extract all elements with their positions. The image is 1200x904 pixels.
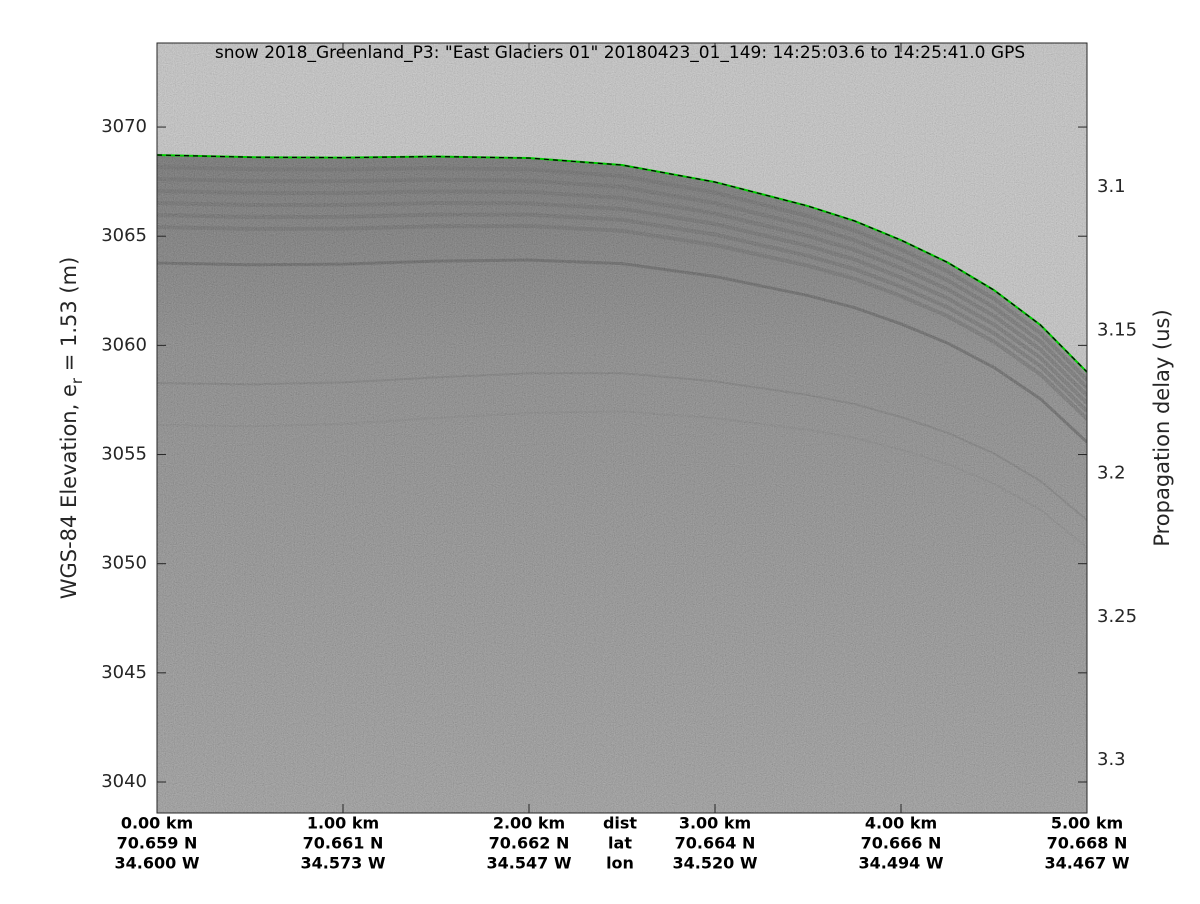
y-tick-label: 3055 (101, 444, 147, 465)
echogram (157, 43, 1087, 813)
lon-label: 34.494 W (859, 854, 944, 873)
y2-axis-label: Propagation delay (us) (1150, 309, 1174, 546)
x-tick-label: 0.00 km (121, 814, 193, 833)
x-tick-label: 2.00 km (493, 814, 565, 833)
x-tick-label: 3.00 km (679, 814, 751, 833)
lat-label: 70.659 N (117, 834, 198, 853)
y-tick-label: 3065 (101, 225, 147, 246)
y2-tick-label: 3.2 (1097, 463, 1126, 484)
lon-label: 34.467 W (1045, 854, 1130, 873)
y-axis-label: WGS-84 Elevation, er = 1.53 (m) (57, 257, 86, 600)
y-tick-label: 3050 (101, 553, 147, 574)
y-tick-label: 3045 (101, 662, 147, 683)
y-tick-label: 3070 (101, 116, 147, 137)
y-label-sub: r (68, 377, 86, 384)
y-tick-label: 3040 (101, 771, 147, 792)
row-label: lon (606, 854, 634, 873)
lat-label: 70.664 N (675, 834, 756, 853)
y-tick-label: 3060 (101, 334, 147, 355)
lat-label: 70.662 N (489, 834, 570, 853)
echogram-noise (157, 43, 1087, 813)
y-label-text: WGS-84 Elevation, e (57, 384, 81, 599)
x-tick-label: 4.00 km (865, 814, 937, 833)
lon-label: 34.573 W (301, 854, 386, 873)
y-label-text: = 1.53 (m) (57, 257, 81, 378)
surface-line-dash (157, 154, 1087, 373)
chart-title: snow 2018_Greenland_P3: "East Glaciers 0… (215, 43, 1025, 63)
y2-tick-label: 3.1 (1097, 176, 1126, 197)
y2-tick-label: 3.3 (1097, 749, 1126, 770)
y2-tick-label: 3.15 (1097, 319, 1137, 340)
lon-label: 34.520 W (673, 854, 758, 873)
row-label: lat (608, 834, 632, 853)
plot-frame (156, 42, 1088, 814)
x-tick-label: 5.00 km (1051, 814, 1123, 833)
y2-tick-label: 3.25 (1097, 606, 1137, 627)
x-tick-label: 1.00 km (307, 814, 379, 833)
lat-label: 70.666 N (861, 834, 942, 853)
lon-label: 34.600 W (115, 854, 200, 873)
lat-label: 70.661 N (303, 834, 384, 853)
row-label: dist (603, 814, 637, 833)
lon-label: 34.547 W (487, 854, 572, 873)
lat-label: 70.668 N (1047, 834, 1128, 853)
